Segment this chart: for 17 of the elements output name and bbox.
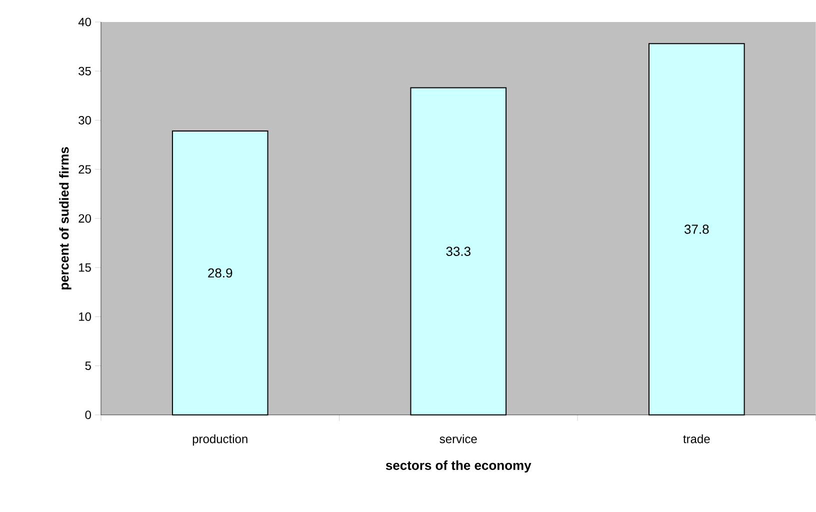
data-label: 37.8 [684,224,709,234]
y-tick-label: 10 [79,312,91,321]
y-axis-title: percent of sudied firms [59,147,72,290]
y-tick-label: 30 [78,116,91,125]
y-tick-label: 15 [79,263,91,272]
data-label: 28.9 [208,268,232,278]
y-tick-label: 20 [78,214,91,223]
x-tick-label: production [192,434,248,446]
y-tick-label: 35 [78,66,91,76]
y-tick-label: 5 [85,362,91,370]
y-tick-label: 0 [85,410,91,420]
y-tick-label: 25 [78,165,91,174]
y-tick-label: 40 [78,18,91,26]
x-tick-label: service [440,434,477,444]
x-axis-title: sectors of the economy [386,460,532,473]
x-tick-label: trade [683,434,710,444]
data-label: 33.3 [446,246,470,256]
